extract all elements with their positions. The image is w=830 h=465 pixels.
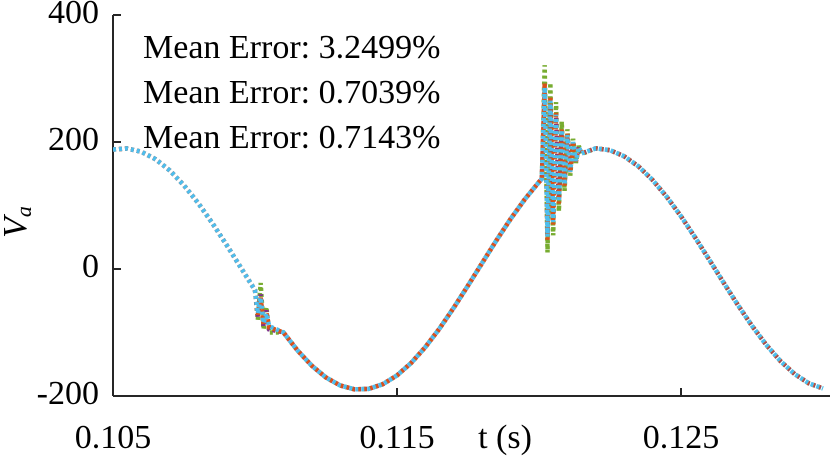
y-tick-label: 200 (48, 121, 99, 158)
x-tick-label: 0.115 (359, 419, 434, 456)
annotation: Mean Error: 0.7143% (143, 119, 440, 156)
y-axis-label-sub: a (11, 206, 36, 217)
x-axis-label: t (s) (478, 419, 532, 456)
annotation: Mean Error: 0.7039% (143, 74, 440, 111)
x-tick-label: 0.105 (75, 419, 152, 456)
data-line (113, 87, 824, 392)
annotation: Mean Error: 3.2499% (143, 29, 440, 66)
y-axis-label: Va (0, 206, 36, 238)
x-tick-label: 0.125 (643, 419, 720, 456)
y-tick-label: 0 (82, 248, 99, 285)
data-line (113, 65, 824, 392)
y-tick-label: 400 (48, 0, 99, 31)
y-tick-label: -200 (37, 375, 99, 412)
